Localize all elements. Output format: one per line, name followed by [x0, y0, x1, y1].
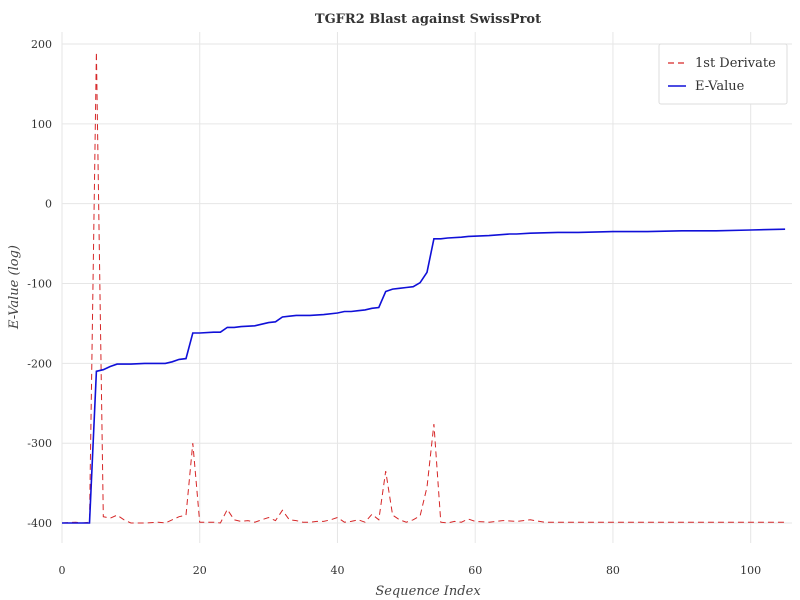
x-axis-label: Sequence Index	[375, 584, 481, 599]
legend-label-1: 1st Derivate	[695, 56, 776, 71]
legend-box	[658, 43, 788, 105]
grid	[61, 32, 792, 543]
y-tick-label: 100	[31, 118, 52, 131]
y-axis-label: E-Value (log)	[7, 245, 22, 330]
series-group	[61, 51, 786, 524]
y-tick-label: 200	[31, 38, 52, 51]
x-tick-label: 60	[468, 564, 482, 577]
y-tick-label: -400	[27, 517, 52, 530]
series-line-2	[62, 228, 786, 524]
x-tick-label: 20	[193, 564, 207, 577]
x-tick-label: 40	[330, 564, 344, 577]
x-tick-label: 0	[59, 564, 66, 577]
legend-label-2: E-Value	[695, 79, 745, 94]
y-axis-ticks: -400 -300 -200 -100 0 100 200	[27, 38, 52, 530]
y-tick-label: -300	[27, 437, 52, 450]
y-tick-label: -200	[27, 357, 52, 370]
x-axis-ticks: 0 20 40 60 80 100	[59, 564, 762, 577]
legend: 1st Derivate E-Value	[658, 43, 788, 105]
chart-title: TGFR2 Blast against SwissProt	[315, 12, 541, 27]
y-tick-label: 0	[45, 198, 52, 211]
series-line-1	[61, 51, 786, 524]
x-tick-label: 100	[740, 564, 761, 577]
x-tick-label: 80	[606, 564, 620, 577]
y-tick-label: -100	[27, 278, 52, 291]
